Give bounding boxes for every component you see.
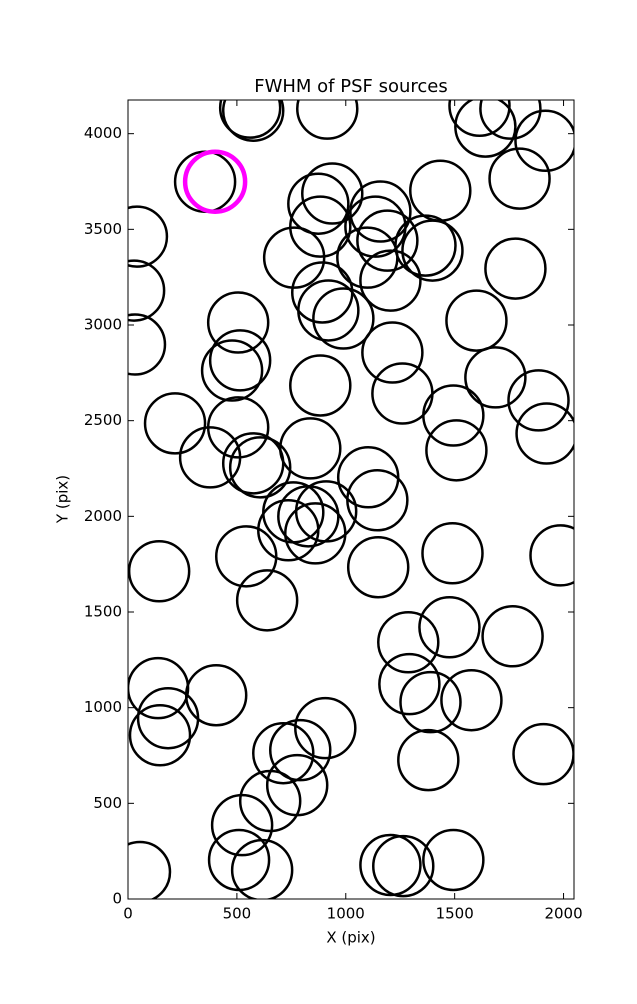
x-tick-label: 2000: [544, 905, 582, 923]
source-marker: [344, 195, 407, 258]
y-tick-label: 1000: [84, 698, 122, 716]
source-marker: [294, 696, 357, 760]
source-marker: [228, 436, 292, 499]
source-marker: [218, 100, 282, 139]
source-marker: [208, 329, 272, 392]
y-tick-label: 2000: [84, 507, 122, 525]
axes-frame: [127, 99, 575, 900]
source-marker: [507, 369, 570, 432]
source-marker: [238, 769, 302, 833]
source-marker: [448, 100, 511, 137]
source-marker: [488, 147, 551, 210]
source-marker: [297, 279, 360, 342]
source-marker: [221, 100, 285, 142]
x-tick-label: 1500: [436, 905, 474, 923]
x-axis-label: X (pix): [326, 929, 375, 947]
y-tick-label: 1500: [84, 603, 122, 621]
source-marker: [454, 100, 517, 158]
source-marker: [206, 291, 270, 354]
source-marker: [479, 100, 542, 140]
source-marker: [361, 321, 424, 384]
source-marker: [184, 663, 248, 727]
source-marker: [359, 833, 422, 897]
source-marker: [399, 670, 462, 734]
source-marker: [128, 703, 192, 767]
y-tick-label: 3500: [84, 220, 122, 238]
chart-title: FWHM of PSF sources: [254, 76, 448, 97]
source-marker: [200, 339, 264, 402]
source-marker: [128, 259, 166, 322]
source-marker: [515, 402, 574, 465]
y-tick-label: 4000: [84, 124, 122, 142]
y-tick-label: 500: [93, 794, 122, 812]
source-marker: [377, 610, 440, 674]
source-marker: [289, 195, 352, 258]
source-marker: [279, 417, 342, 480]
source-marker: [409, 159, 472, 222]
source-marker: [529, 524, 574, 587]
source-marker: [359, 249, 422, 312]
source-marker: [301, 162, 364, 225]
source-marker: [378, 652, 441, 716]
source-marker: [422, 828, 485, 892]
source-marker: [440, 668, 503, 732]
source-marker: [425, 419, 488, 482]
source-marker: [418, 596, 481, 659]
source-marker: [128, 313, 167, 376]
source-marker: [289, 354, 352, 417]
source-marker: [464, 346, 527, 409]
source-marker: [128, 540, 191, 603]
source-marker: [445, 289, 508, 352]
source-marker: [128, 840, 172, 899]
source-marker: [296, 100, 359, 140]
y-tick-label: 2500: [84, 411, 122, 429]
source-marker: [372, 834, 435, 898]
source-marker: [356, 209, 419, 272]
source-marker: [178, 426, 242, 489]
x-tick-label: 500: [223, 905, 252, 923]
source-marker: [514, 109, 574, 172]
source-marker: [484, 237, 547, 300]
source-marker: [294, 480, 358, 543]
source-marker: [346, 469, 409, 532]
source-marker: [143, 392, 207, 455]
source-marker: [230, 838, 294, 899]
y-tick-label: 0: [112, 890, 122, 908]
x-tick-label: 0: [123, 905, 133, 923]
source-marker: [235, 569, 299, 632]
source-marker: [481, 605, 544, 668]
source-marker: [128, 205, 169, 268]
source-marker: [422, 384, 485, 447]
source-marker: [182, 149, 248, 214]
source-marker: [252, 721, 315, 785]
source-marker: [257, 499, 320, 562]
source-marker: [269, 718, 332, 782]
source-marker: [312, 287, 375, 350]
source-marker: [346, 535, 410, 599]
y-tick-label: 3000: [84, 316, 122, 334]
source-marker: [421, 522, 484, 585]
source-marker: [215, 525, 278, 588]
y-axis-label: Y (pix): [54, 475, 72, 524]
x-tick-label: 1000: [327, 905, 365, 923]
source-marker: [397, 728, 460, 792]
source-marker: [287, 172, 350, 235]
source-marker: [210, 793, 274, 857]
